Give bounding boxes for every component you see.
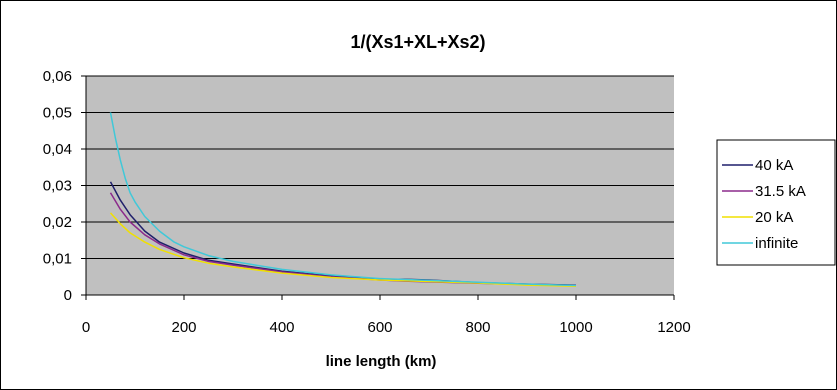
- y-tick-label: 0,01: [43, 251, 72, 268]
- x-axis-ticks: 0 200 400 600 800 1000 1200: [82, 295, 691, 336]
- legend-label: infinite: [755, 235, 798, 252]
- x-tick-label: 600: [367, 319, 392, 336]
- series-lines: [109, 112, 577, 287]
- gridlines: [86, 75, 674, 259]
- x-tick-label: 1000: [559, 319, 592, 336]
- legend-label: 40 kA: [755, 157, 793, 174]
- series-line: [109, 212, 577, 287]
- y-tick-label: 0,03: [43, 178, 72, 195]
- y-tick-label: 0,04: [43, 141, 72, 158]
- y-tick-label: 0: [64, 287, 72, 304]
- x-axis-label: line length (km): [326, 353, 437, 370]
- series-line: [109, 112, 577, 287]
- y-axis-ticks: 0 0,01 0,02 0,03 0,04 0,05 0,06: [43, 68, 86, 304]
- x-tick-label: 1200: [657, 319, 690, 336]
- legend-label: 20 kA: [755, 209, 793, 226]
- y-tick-label: 0,05: [43, 105, 72, 122]
- legend-box: [716, 139, 836, 266]
- legend: 40 kA 31.5 kA 20 kA infinite: [716, 139, 836, 266]
- y-tick-label: 0,06: [43, 68, 72, 85]
- x-tick-label: 800: [465, 319, 490, 336]
- chart-title: 1/(Xs1+XL+Xs2): [350, 32, 485, 52]
- x-tick-label: 0: [82, 319, 90, 336]
- legend-label: 31.5 kA: [755, 183, 806, 200]
- x-tick-label: 400: [269, 319, 294, 336]
- x-tick-label: 200: [171, 319, 196, 336]
- y-tick-label: 0,02: [43, 214, 72, 231]
